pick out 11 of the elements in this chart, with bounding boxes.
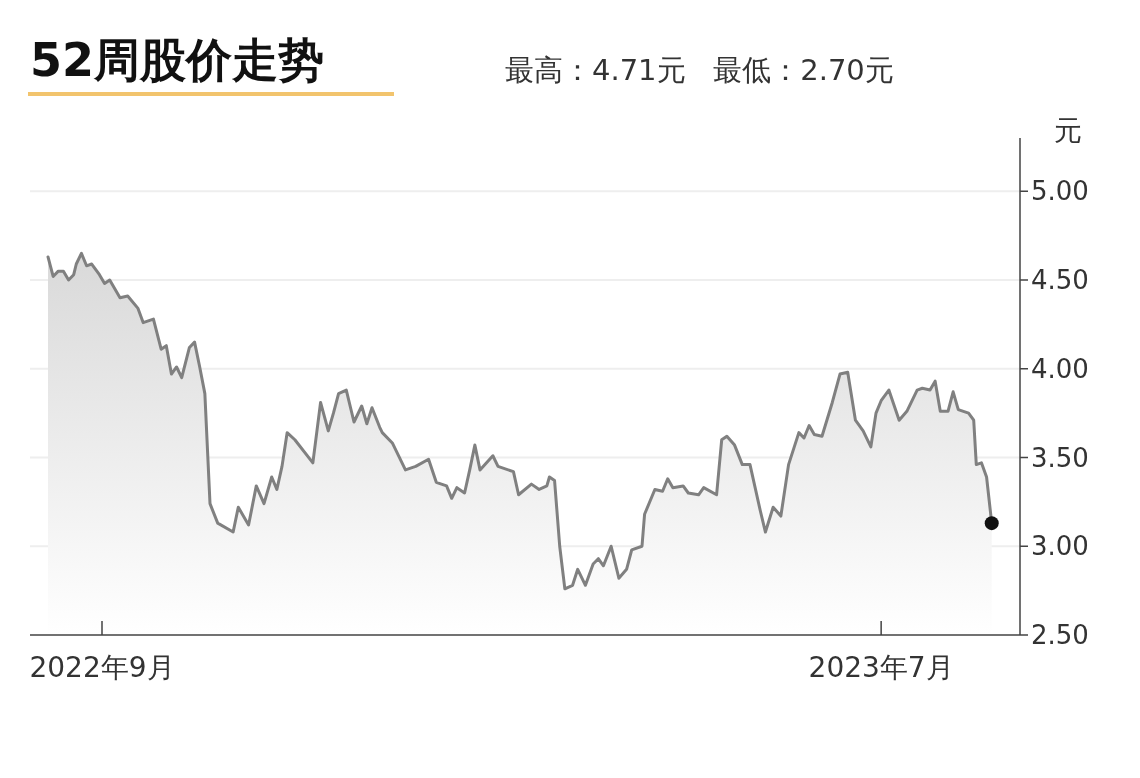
- y-tick-label: 5.00: [1031, 176, 1089, 207]
- x-tick-label: 2023年7月: [808, 651, 954, 684]
- x-tick-label: 2022年9月: [29, 651, 175, 684]
- chart-subtitle: 最高：4.71元 最低：2.70元: [505, 53, 894, 87]
- y-tick-label: 3.00: [1031, 531, 1089, 562]
- y-tick-label: 2.50: [1031, 620, 1089, 650]
- y-tick-label: 3.50: [1031, 442, 1089, 473]
- y-tick-label: 4.50: [1031, 265, 1089, 295]
- chart-title: 52周股价走势: [30, 33, 325, 87]
- y-tick-label: 4.00: [1031, 353, 1089, 384]
- y-axis-title: 元: [1054, 114, 1082, 147]
